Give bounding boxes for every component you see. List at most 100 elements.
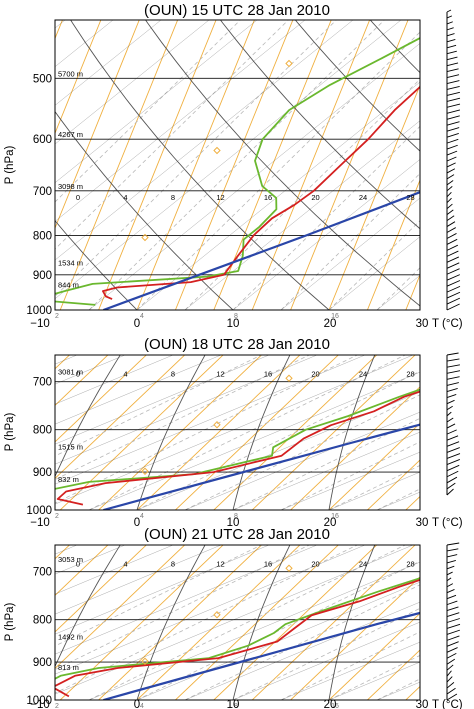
- dry-adiabat-line: [232, 355, 291, 510]
- wind-barb: [446, 74, 460, 78]
- moist-adiabat-line: [174, 20, 294, 310]
- height-label: 4267 m: [58, 130, 83, 139]
- wind-barb: [446, 635, 460, 641]
- x-axis-label-text: T (°C): [432, 318, 463, 330]
- isotherm-line: [232, 621, 420, 700]
- mixing-ratio-label: 12: [216, 369, 224, 378]
- isotherm-line: [328, 471, 420, 510]
- wind-barb: [446, 174, 455, 180]
- height-label: 3053 m: [58, 555, 83, 564]
- height-label: 1492 m: [58, 633, 83, 642]
- moist-adiabat-line: [251, 20, 371, 310]
- wind-barb: [446, 470, 459, 478]
- isotherm-line: [328, 236, 420, 310]
- moist-adiabat-line: [55, 355, 109, 406]
- mixing-ratio-line: [88, 355, 407, 510]
- isotherm-line: [55, 355, 270, 445]
- wind-barb: [446, 150, 458, 156]
- wind-barb: [446, 9, 452, 13]
- y-tick-label: 600: [33, 134, 52, 146]
- moist-adiabat-line: [0, 487, 16, 700]
- dry-adiabat-line: [294, 20, 420, 152]
- isotherm-line: [280, 451, 420, 510]
- wind-barb: [446, 180, 454, 186]
- wind-barb: [446, 687, 456, 695]
- mixing-ratio-label: 8: [171, 193, 175, 202]
- lower-scale-label: 2: [55, 313, 59, 320]
- mixing-ratio-label: 16: [264, 369, 272, 378]
- mixing-ratio-line: [280, 631, 420, 700]
- moist-adiabat-line: [328, 84, 420, 310]
- wind-barb: [446, 244, 459, 251]
- moist-adiabat-line: [175, 545, 339, 700]
- temperature-profile: [102, 85, 420, 300]
- moist-adiabat-line: [0, 297, 16, 510]
- wind-barb: [446, 144, 458, 150]
- y-tick-label: 1000: [26, 505, 52, 517]
- wind-barb: [446, 594, 457, 600]
- wind-barb: [446, 127, 460, 132]
- lower-scale-label: 4: [140, 313, 144, 320]
- height-label: 1534 m: [58, 258, 83, 267]
- dry-adiabat-line: [55, 219, 138, 310]
- wind-barb: [446, 238, 458, 245]
- wind-barb: [446, 376, 460, 380]
- isotherm-line: [55, 20, 66, 29]
- mixing-ratio-label: 8: [171, 369, 175, 378]
- dewpoint-profile: [55, 577, 420, 699]
- height-label: 5700 m: [58, 69, 83, 78]
- wind-barb: [446, 583, 454, 588]
- wind-barb: [446, 482, 456, 490]
- wind-barb: [446, 459, 460, 465]
- mixing-ratio-line: [55, 545, 359, 694]
- wind-barb: [446, 423, 456, 429]
- wind-barb: [446, 647, 458, 653]
- isotherm-line: [55, 545, 366, 675]
- dry-adiabat-line: [70, 20, 330, 310]
- isotherm-line: [88, 43, 420, 310]
- adiabat-marker: [141, 233, 149, 242]
- wind-barb: [446, 464, 460, 472]
- isotherm-line: [55, 545, 174, 595]
- wind-barb: [446, 280, 461, 287]
- moist-adiabat-line: [55, 545, 147, 633]
- y-tick-label: 1000: [26, 695, 52, 707]
- mixing-ratio-line: [232, 607, 420, 700]
- moist-adiabat-line: [136, 20, 255, 310]
- mixing-ratio-label: 0: [76, 193, 80, 202]
- lower-scale-label: 2: [55, 513, 59, 520]
- plot-area: [0, 487, 420, 700]
- wind-barb: [446, 291, 461, 299]
- lower-scale-label: 16: [331, 313, 339, 320]
- temperature-profile: [55, 578, 420, 698]
- mixing-ratio-label: 8: [171, 559, 175, 568]
- wind-barb: [446, 197, 452, 204]
- moist-adiabat-line: [59, 355, 224, 510]
- isotherm-line: [425, 0, 474, 310]
- x-tick-label: 20: [324, 318, 337, 330]
- wind-barb: [446, 215, 455, 221]
- plot-area: [55, 0, 474, 310]
- wind-barb: [446, 86, 460, 90]
- wind-barb: [446, 38, 456, 43]
- height-label: 3098 m: [58, 182, 83, 191]
- background-lines: [55, 0, 474, 310]
- wind-barb: [446, 629, 461, 635]
- moist-adiabat-line: [136, 545, 301, 700]
- moist-adiabat-line: [366, 178, 420, 310]
- plot-frame: [54, 19, 421, 311]
- dewpoint-profile: [55, 37, 420, 306]
- wind-barb: [446, 50, 457, 55]
- wind-barb: [446, 554, 458, 558]
- x-tick-label: 30: [416, 699, 429, 709]
- wind-barb: [446, 133, 459, 138]
- mixing-ratio-label: 12: [216, 193, 224, 202]
- wind-barb: [446, 209, 454, 216]
- y-tick-label: 700: [33, 377, 52, 389]
- wind-barb: [446, 162, 456, 168]
- mixing-ratio-label: 12: [216, 559, 224, 568]
- isotherm-line: [55, 355, 366, 485]
- isotherm-line: [55, 20, 354, 261]
- wind-barb: [446, 388, 458, 392]
- wind-barb: [446, 168, 456, 174]
